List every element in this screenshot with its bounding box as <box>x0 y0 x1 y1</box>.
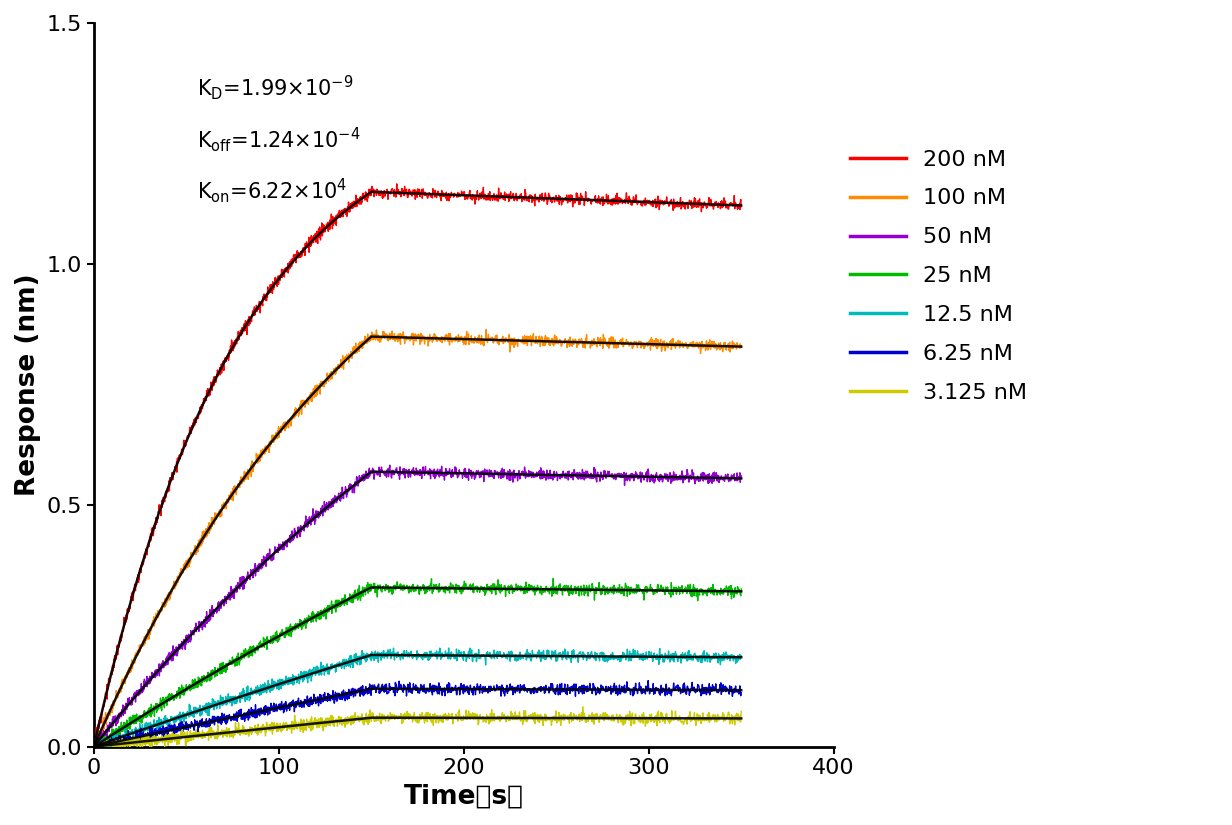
Y-axis label: Response (nm): Response (nm) <box>15 274 41 496</box>
X-axis label: Time（s）: Time（s） <box>404 784 524 810</box>
Text: $\mathrm{K_D}$=1.99×10$^{-9}$
$\mathrm{K_{off}}$=1.24×10$^{-4}$
$\mathrm{K_{on}}: $\mathrm{K_D}$=1.99×10$^{-9}$ $\mathrm{K… <box>197 73 361 205</box>
Legend: 200 nM, 100 nM, 50 nM, 25 nM, 12.5 nM, 6.25 nM, 3.125 nM: 200 nM, 100 nM, 50 nM, 25 nM, 12.5 nM, 6… <box>841 141 1036 412</box>
